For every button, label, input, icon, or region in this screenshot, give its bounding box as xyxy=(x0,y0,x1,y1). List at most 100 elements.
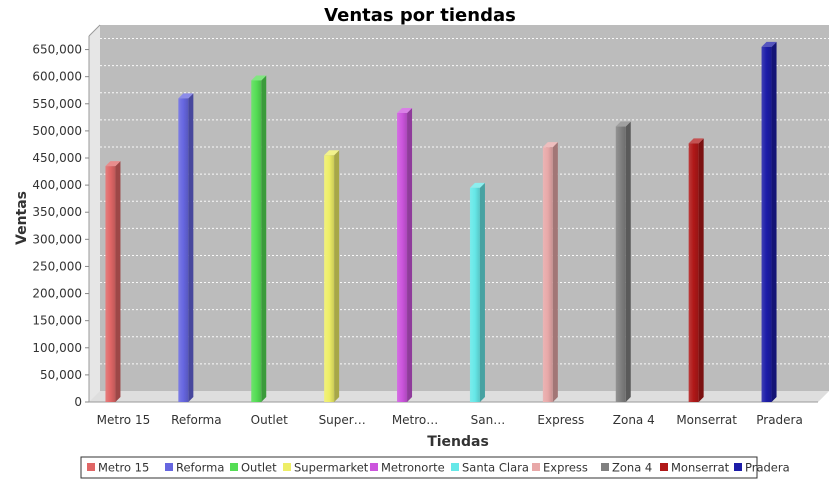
legend-swatch xyxy=(601,463,609,471)
bar-top xyxy=(324,150,340,156)
x-tick-label: Metro 15 xyxy=(97,413,151,427)
bar-front xyxy=(397,112,408,403)
legend-item: Zona 4 xyxy=(601,461,652,475)
legend-item: Metronorte xyxy=(370,461,445,475)
legend-box xyxy=(80,456,758,479)
legend-label: Monserrat xyxy=(671,461,730,475)
bar-front xyxy=(615,126,626,402)
plot-area: 0 50,000 100,000 150,000 200,000 250,000 300,0… xyxy=(32,24,829,427)
x-tick-label: Zona 4 xyxy=(613,413,655,427)
bar-side xyxy=(698,138,704,403)
bar-front xyxy=(251,80,262,402)
y-tick-label: 650,000 xyxy=(32,43,82,57)
bar-reforma xyxy=(178,93,194,402)
legend-item: Reforma xyxy=(165,461,224,475)
legend-item: Supermarket xyxy=(283,461,369,475)
bar-side xyxy=(334,150,340,402)
bar-side xyxy=(188,93,194,402)
bar-top xyxy=(542,142,558,148)
legend-label: Zona 4 xyxy=(612,461,652,475)
x-tick-label: Metro… xyxy=(392,413,438,427)
legend-label: Reforma xyxy=(176,461,224,475)
y-tick-label: 250,000 xyxy=(32,259,82,273)
legend-label: Metro 15 xyxy=(98,461,149,475)
bar-front xyxy=(542,147,553,402)
legend-swatch xyxy=(451,463,459,471)
bar-zona-4 xyxy=(615,121,631,402)
bar-top xyxy=(688,138,704,144)
legend-label: Metronorte xyxy=(381,461,445,475)
bar-side xyxy=(407,107,413,403)
legend-label: Outlet xyxy=(241,461,277,475)
y-tick-label: 600,000 xyxy=(32,70,82,84)
bar-front xyxy=(761,46,772,402)
x-tick-label: Outlet xyxy=(251,413,288,427)
bar-front xyxy=(688,143,699,403)
legend-item: Santa Clara xyxy=(451,461,529,475)
legend-label: Supermarket xyxy=(294,461,369,475)
legend-item: Monserrat xyxy=(660,461,730,475)
y-tick-label: 150,000 xyxy=(32,314,82,328)
plot-floor xyxy=(89,391,829,402)
x-tick-label: Express xyxy=(537,413,584,427)
bar-top xyxy=(105,161,121,167)
bar-front xyxy=(178,98,189,402)
bar-side xyxy=(261,75,267,402)
bar-metronorte xyxy=(397,107,413,403)
y-tick-label: 500,000 xyxy=(32,124,82,138)
plot-edge xyxy=(88,24,101,37)
x-tick-label: Monserrat xyxy=(676,413,737,427)
bar-side xyxy=(479,182,485,402)
y-tick-label: 300,000 xyxy=(32,232,82,246)
y-tick-label: 200,000 xyxy=(32,287,82,301)
bar-side xyxy=(771,41,777,402)
bar-outlet xyxy=(251,75,267,402)
bar-top xyxy=(178,93,194,99)
legend-label: Express xyxy=(543,461,588,475)
legend-label: Pradera xyxy=(745,461,790,475)
bar-metro-15 xyxy=(105,161,121,402)
legend-swatch xyxy=(165,463,173,471)
chart-title: Ventas por tiendas xyxy=(324,5,516,26)
x-tick-label: Pradera xyxy=(756,413,803,427)
x-tick-label: Reforma xyxy=(171,413,222,427)
bar-monserrat xyxy=(688,138,704,403)
x-tick-label: San… xyxy=(471,413,506,427)
y-tick-label: 50,000 xyxy=(40,368,82,382)
plot-back-wall xyxy=(100,25,829,391)
bar-side xyxy=(625,121,631,402)
legend-item: Outlet xyxy=(230,461,277,475)
legend-swatch xyxy=(734,463,742,471)
legend-swatch xyxy=(660,463,668,471)
legend-swatch xyxy=(283,463,291,471)
bar-top xyxy=(761,41,777,47)
legend: Metro 15 Reforma Outlet Supermarket Metronor… xyxy=(80,456,790,479)
x-axis-label: Tiendas xyxy=(427,434,489,450)
legend-swatch xyxy=(230,463,238,471)
legend-item: Pradera xyxy=(734,461,790,475)
y-tick-label: 100,000 xyxy=(32,341,82,355)
legend-item: Express xyxy=(532,461,588,475)
bar-side xyxy=(115,161,121,402)
legend-label: Santa Clara xyxy=(462,461,529,475)
bar-front xyxy=(105,166,116,402)
y-tick-label: 400,000 xyxy=(32,178,82,192)
bar-front xyxy=(324,155,335,402)
y-tick-label: 450,000 xyxy=(32,151,82,165)
bar-front xyxy=(469,187,480,402)
bar-pradera xyxy=(761,41,777,402)
legend-swatch xyxy=(370,463,378,471)
y-tick-label: 550,000 xyxy=(32,97,82,111)
legend-swatch xyxy=(87,463,95,471)
bar-top xyxy=(251,75,267,81)
bar-top xyxy=(469,182,485,188)
x-tick-label: Super… xyxy=(319,413,366,427)
bar-top xyxy=(397,107,413,113)
bar-supermarket xyxy=(324,150,340,402)
y-axis-label: Ventas xyxy=(14,191,30,245)
y-tick-label: 0 xyxy=(74,395,82,409)
legend-swatch xyxy=(532,463,540,471)
bar-top xyxy=(615,121,631,127)
